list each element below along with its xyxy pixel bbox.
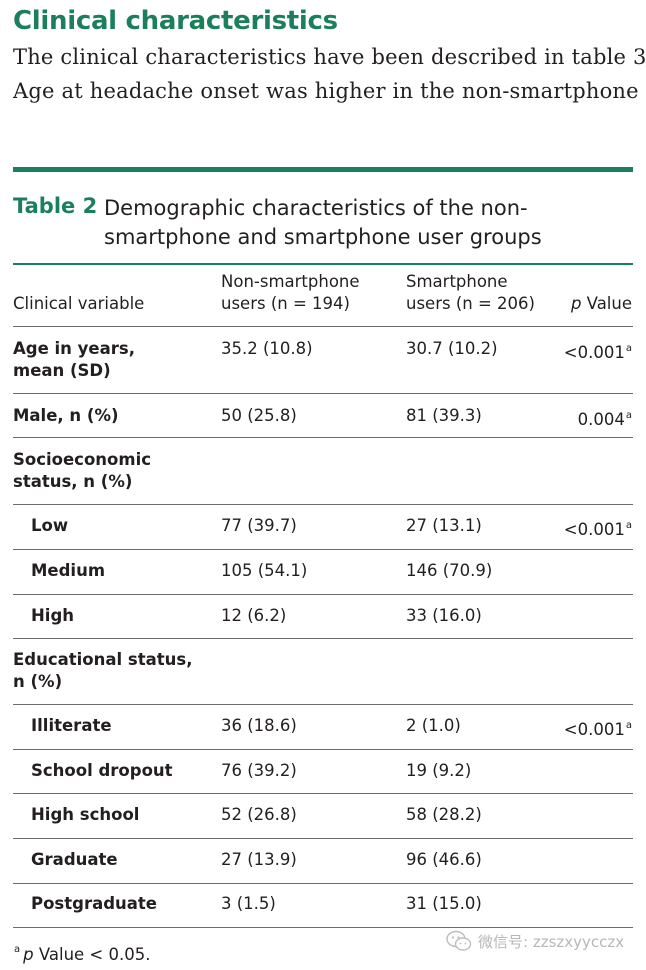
header-clinical-variable: Clinical variable xyxy=(13,294,145,313)
p-value-text: 0.004 xyxy=(577,410,625,429)
cell-smartphone: 81 (39.3) xyxy=(406,406,482,425)
header-top-rule xyxy=(13,263,633,265)
row-divider xyxy=(13,437,633,438)
cell-p-value: 0.004a xyxy=(578,405,632,431)
header-non-smartphone-line-1: Non-smartphone xyxy=(221,272,360,291)
row-divider xyxy=(13,793,633,794)
row-divider xyxy=(13,883,633,884)
cell-smartphone: 30.7 (10.2) xyxy=(406,339,498,358)
table-bottom-rule xyxy=(13,927,633,928)
p-value-text: <0.001 xyxy=(563,720,625,739)
cell-non-smartphone: 3 (1.5) xyxy=(221,894,276,913)
wechat-icon xyxy=(446,930,472,951)
cell-smartphone: 2 (1.0) xyxy=(406,716,461,735)
header-non-smartphone-line-2: users (n = 194) xyxy=(221,294,350,313)
row-divider xyxy=(13,749,633,750)
row-label: Medium xyxy=(31,561,106,580)
footnote-p-italic: p xyxy=(23,945,34,964)
cell-smartphone: 19 (9.2) xyxy=(406,761,472,780)
row-label: Graduate xyxy=(31,850,118,869)
body-text-line-2: Age at headache onset was higher in the … xyxy=(13,79,639,103)
p-value-sup: a xyxy=(625,520,632,531)
row-divider xyxy=(13,838,633,839)
header-smartphone-line-2: users (n = 206) xyxy=(406,294,535,313)
header-smartphone-line-1: Smartphone xyxy=(406,272,508,291)
cell-non-smartphone: 50 (25.8) xyxy=(221,406,297,425)
row-label: Age in years, xyxy=(13,339,135,358)
p-value-sup: a xyxy=(625,410,632,421)
section-heading: Clinical characteristics xyxy=(13,6,338,36)
footnote-rest: Value < 0.05. xyxy=(33,945,151,964)
group-label-line-2: n (%) xyxy=(13,672,63,691)
cell-p-value: <0.001a xyxy=(564,515,632,541)
row-divider xyxy=(13,393,633,394)
row-divider xyxy=(13,549,633,550)
cell-smartphone: 27 (13.1) xyxy=(406,516,482,535)
header-p-italic: p xyxy=(570,294,582,313)
group-label-line-2: status, n (%) xyxy=(13,472,133,491)
cell-non-smartphone: 12 (6.2) xyxy=(221,606,287,625)
row-label: School dropout xyxy=(31,761,173,780)
row-divider xyxy=(13,504,633,505)
watermark: 微信号: zzszxyycczx xyxy=(446,928,624,954)
header-p-value: p Value xyxy=(571,293,632,315)
row-divider xyxy=(13,638,633,639)
row-label: High school xyxy=(31,805,140,824)
row-divider xyxy=(13,594,633,595)
cell-smartphone: 33 (16.0) xyxy=(406,606,482,625)
cell-non-smartphone: 36 (18.6) xyxy=(221,716,297,735)
cell-smartphone: 31 (15.0) xyxy=(406,894,482,913)
group-label: Educational status, xyxy=(13,650,193,669)
cell-non-smartphone: 35.2 (10.8) xyxy=(221,339,313,358)
header-p-rest: Value xyxy=(581,294,632,313)
cell-p-value: <0.001a xyxy=(564,338,632,364)
footnote-sup: a xyxy=(14,944,21,955)
cell-p-value: <0.001a xyxy=(564,715,632,741)
cell-non-smartphone: 76 (39.2) xyxy=(221,761,297,780)
cell-smartphone: 58 (28.2) xyxy=(406,805,482,824)
p-value-text: <0.001 xyxy=(563,343,625,362)
table-caption-line-1: Demographic characteristics of the non- xyxy=(104,196,528,220)
row-label-line-2: mean (SD) xyxy=(13,361,111,380)
table-caption: Demographic characteristics of the non- … xyxy=(104,194,604,252)
table-top-rule xyxy=(13,167,633,172)
p-value-sup: a xyxy=(625,343,632,354)
p-value-text: <0.001 xyxy=(563,520,625,539)
row-label: Illiterate xyxy=(31,716,112,735)
cell-non-smartphone: 27 (13.9) xyxy=(221,850,297,869)
row-label: Male, n (%) xyxy=(13,406,119,425)
row-label: High xyxy=(31,606,75,625)
cell-smartphone: 96 (46.6) xyxy=(406,850,482,869)
cell-smartphone: 146 (70.9) xyxy=(406,561,493,580)
watermark-text: 微信号: zzszxyycczx xyxy=(478,932,625,951)
header-bottom-rule xyxy=(13,326,633,327)
group-label: Socioeconomic xyxy=(13,450,152,469)
cell-non-smartphone: 52 (26.8) xyxy=(221,805,297,824)
table-caption-line-2: smartphone and smartphone user groups xyxy=(104,225,542,249)
row-label: Postgraduate xyxy=(31,894,157,913)
row-label: Low xyxy=(31,516,69,535)
body-text-line-1: The clinical characteristics have been d… xyxy=(13,45,646,69)
cell-non-smartphone: 105 (54.1) xyxy=(221,561,308,580)
table-label: Table 2 xyxy=(13,194,98,218)
row-divider xyxy=(13,704,633,705)
cell-non-smartphone: 77 (39.7) xyxy=(221,516,297,535)
p-value-sup: a xyxy=(625,720,632,731)
